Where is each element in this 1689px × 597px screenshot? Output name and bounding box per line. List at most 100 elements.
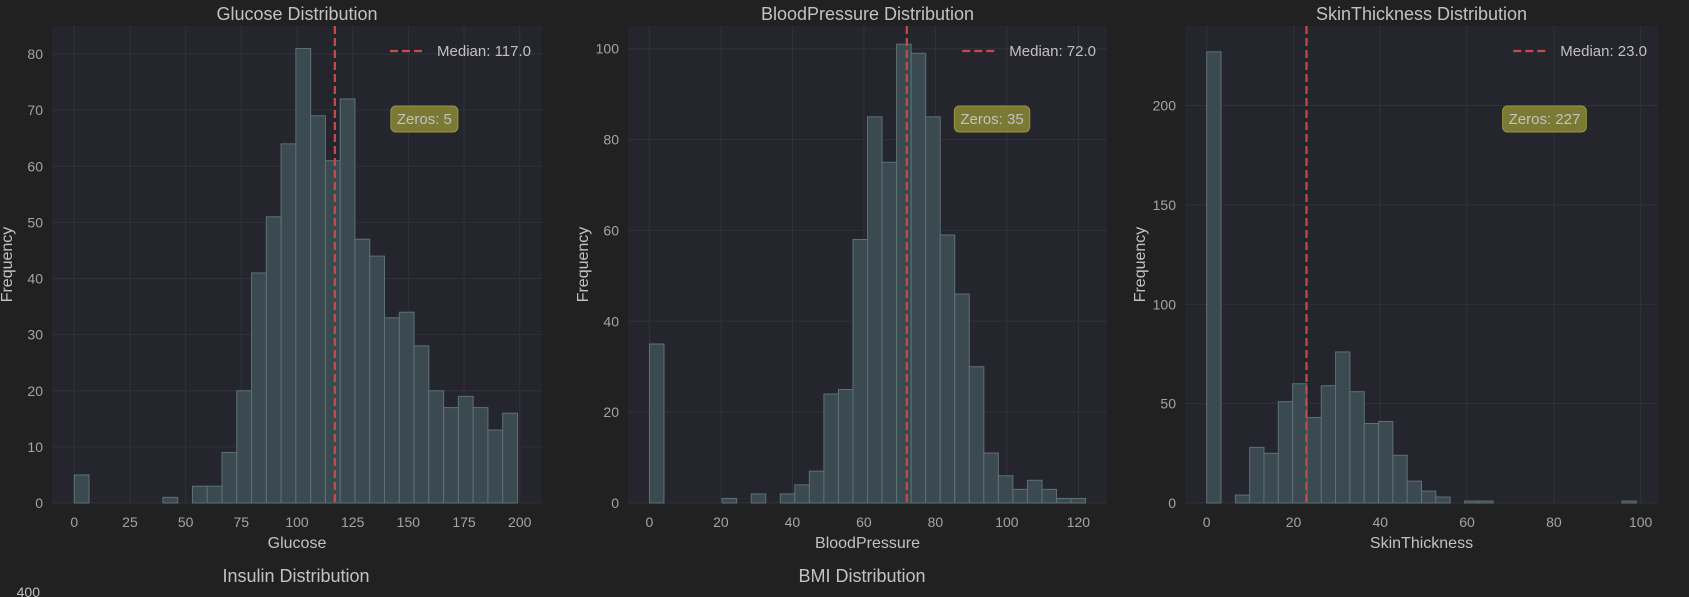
histogram-bar bbox=[1421, 490, 1437, 504]
lower-ytick-1: 400 bbox=[17, 584, 41, 597]
zeros-annotation-text: Zeros: 5 bbox=[397, 111, 452, 128]
histogram-bar bbox=[280, 143, 297, 504]
x-tick-label: 60 bbox=[856, 514, 872, 530]
histogram-bar bbox=[487, 429, 504, 504]
y-axis-label: Frequency bbox=[1132, 227, 1149, 303]
y-tick-label: 30 bbox=[27, 327, 43, 343]
x-tick-label: 80 bbox=[1546, 514, 1562, 530]
x-tick-label: 120 bbox=[1067, 514, 1091, 530]
y-tick-label: 0 bbox=[1168, 495, 1176, 511]
lower-title-2: BMI Distribution bbox=[798, 566, 925, 586]
y-tick-label: 20 bbox=[603, 404, 619, 420]
y-tick-label: 60 bbox=[27, 158, 43, 174]
histogram-bar bbox=[1463, 500, 1480, 504]
histogram-bar bbox=[1349, 391, 1365, 504]
x-tick-label: 25 bbox=[122, 514, 138, 530]
histogram-bar bbox=[413, 345, 430, 504]
y-tick-label: 80 bbox=[27, 46, 43, 62]
zeros-annotation-box bbox=[1502, 105, 1587, 133]
zeros-annotation-box bbox=[390, 105, 459, 133]
histogram-bar bbox=[1277, 401, 1294, 504]
y-tick-label: 150 bbox=[1153, 197, 1177, 213]
x-tick-label: 40 bbox=[1372, 514, 1388, 530]
histogram-bar bbox=[265, 216, 282, 504]
histogram-bar bbox=[1234, 494, 1251, 504]
histogram-bar bbox=[339, 98, 356, 504]
histogram-bar bbox=[1392, 454, 1408, 504]
histogram-bar bbox=[954, 293, 970, 504]
chart-3: 0 20 40 60 80 100 0 50 100 150 200 SkinThickness Di… bbox=[1132, 4, 1658, 552]
histogram-bar bbox=[236, 390, 253, 504]
x-tick-label: 60 bbox=[1459, 514, 1475, 530]
zeros-annotation-box bbox=[953, 105, 1031, 133]
x-axis-label: BloodPressure bbox=[815, 535, 920, 552]
chart-title: BloodPressure Distribution bbox=[761, 4, 974, 24]
histogram-bar bbox=[295, 47, 312, 504]
histogram-bar bbox=[983, 452, 999, 504]
chart-2: 0 20 40 60 80 100 120 0 20 40 60 80 100 BloodPressure… bbox=[575, 4, 1107, 552]
x-tick-label: 0 bbox=[1203, 514, 1211, 530]
histogram-bar bbox=[1206, 51, 1222, 504]
legend-median-label: Median: 117.0 bbox=[437, 43, 531, 60]
histogram-bar bbox=[73, 474, 90, 504]
x-tick-label: 20 bbox=[713, 514, 729, 530]
x-tick-label: 0 bbox=[70, 514, 78, 530]
histogram-bar bbox=[443, 407, 459, 504]
histogram-bar bbox=[1249, 446, 1265, 504]
histogram-bar bbox=[251, 272, 267, 504]
histogram-bar bbox=[354, 238, 371, 504]
y-tick-label: 20 bbox=[27, 383, 43, 399]
histogram-bar bbox=[997, 475, 1014, 504]
x-axis-label: SkinThickness bbox=[1370, 535, 1473, 552]
histogram-bar bbox=[823, 393, 839, 504]
zeros-annotation-text: Zeros: 227 bbox=[1509, 111, 1581, 128]
histogram-bar bbox=[457, 395, 474, 504]
y-tick-label: 100 bbox=[1153, 296, 1177, 312]
y-tick-label: 50 bbox=[27, 214, 43, 230]
histogram-bar bbox=[1335, 351, 1351, 504]
x-tick-label: 150 bbox=[397, 514, 421, 530]
histogram-bar bbox=[502, 412, 518, 504]
histogram-bar bbox=[910, 52, 927, 504]
histogram-bar bbox=[1378, 421, 1394, 504]
x-tick-label: 125 bbox=[341, 514, 365, 530]
histogram-bar bbox=[1363, 423, 1380, 504]
x-tick-label: 100 bbox=[1629, 514, 1653, 530]
chart-title: Glucose Distribution bbox=[216, 4, 377, 24]
x-tick-label: 20 bbox=[1286, 514, 1302, 530]
histogram-bar bbox=[794, 484, 810, 504]
histogram-bar bbox=[1478, 500, 1494, 504]
y-tick-label: 200 bbox=[1153, 98, 1177, 114]
y-tick-label: 10 bbox=[27, 439, 43, 455]
x-axis-label: Glucose bbox=[268, 535, 327, 552]
x-tick-label: 100 bbox=[995, 514, 1019, 530]
histogram-bar bbox=[310, 115, 326, 504]
chart-grid: 0 25 50 75 100 125 150 175 20001020304050607080G… bbox=[0, 4, 1658, 552]
histogram-bar bbox=[925, 116, 941, 504]
histogram-bar bbox=[1320, 385, 1337, 504]
y-tick-label: 40 bbox=[27, 271, 43, 287]
histogram-bar bbox=[1070, 497, 1087, 504]
histogram-bar bbox=[1026, 479, 1043, 504]
y-tick-label: 0 bbox=[611, 495, 619, 511]
y-axis-label: Frequency bbox=[575, 227, 592, 303]
y-tick-label: 40 bbox=[603, 313, 619, 329]
x-tick-label: 175 bbox=[452, 514, 476, 530]
histogram-bar bbox=[1406, 480, 1422, 504]
y-tick-label: 80 bbox=[603, 132, 619, 148]
x-tick-label: 0 bbox=[646, 514, 654, 530]
histogram-bar bbox=[1263, 452, 1279, 504]
histogram-bar bbox=[837, 388, 854, 504]
y-axis-label: Frequency bbox=[0, 227, 16, 303]
zeros-annotation-text: Zeros: 35 bbox=[960, 111, 1023, 128]
histogram-bar bbox=[472, 407, 489, 504]
y-tick-label: 50 bbox=[1160, 396, 1176, 412]
histogram-bar bbox=[384, 317, 400, 504]
histogram-bar bbox=[1435, 496, 1451, 504]
histogram-bar bbox=[1012, 488, 1028, 504]
histogram-bar bbox=[1306, 417, 1322, 504]
histogram-bar bbox=[881, 161, 898, 504]
lower-title-1: Insulin Distribution bbox=[222, 566, 369, 586]
histogram-bar bbox=[369, 255, 386, 504]
